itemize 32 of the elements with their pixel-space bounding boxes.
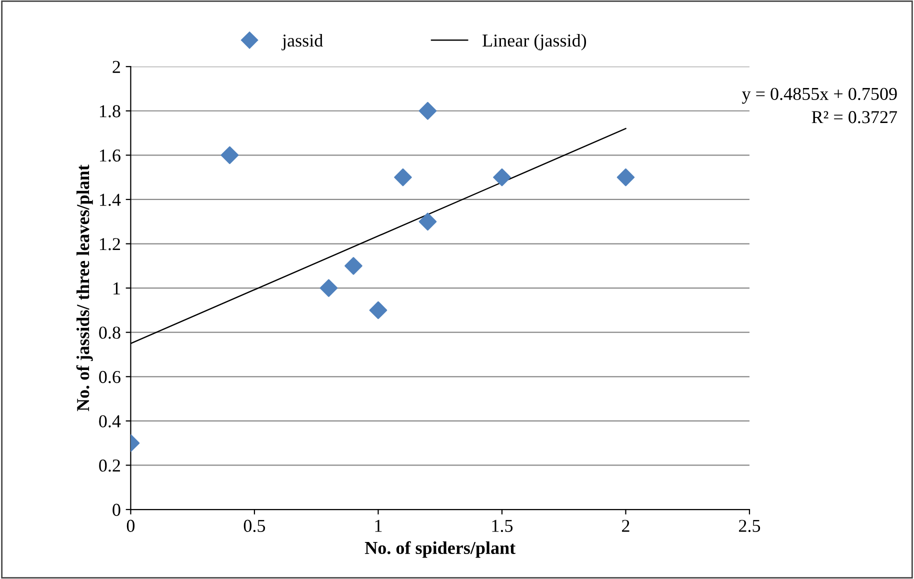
y-tick-label: 0.8: [99, 326, 120, 339]
x-tick-label: 0: [126, 520, 135, 532]
text: R² = 0.3727: [812, 111, 898, 124]
annotation: y = 0.4855x + 0.7509: [742, 88, 897, 104]
y-tick-label: 1.2: [100, 238, 120, 250]
point: [344, 256, 362, 275]
y-tick-label: 2: [112, 60, 120, 73]
x-tick-label: 1.5: [492, 520, 513, 532]
point: [394, 168, 412, 186]
point: [320, 279, 338, 297]
y-tick-label: 1.8: [100, 105, 120, 118]
point: [369, 301, 388, 320]
legend-label: jassid: [282, 34, 323, 50]
x-tick-label: 2: [622, 520, 630, 532]
point: [418, 212, 437, 231]
point: [220, 146, 239, 164]
point: [616, 168, 635, 186]
y-tick-label: 0.4: [99, 415, 121, 428]
x-tick-label: 0.5: [244, 520, 266, 532]
x-tick-label: 1: [375, 520, 382, 532]
y-tick-label: 0: [112, 504, 120, 516]
y-tick-label: 1.4: [100, 194, 121, 206]
y-tick-label: 0.6: [99, 370, 120, 384]
point: [493, 168, 511, 186]
legend-label: Linear (jassid): [482, 34, 586, 50]
point: [418, 102, 437, 120]
y-tick-label: 0.2: [99, 459, 120, 472]
y-axis-title: No. of jassids/ three leaves/plant: [76, 164, 93, 412]
x-tick-label: 2.5: [738, 520, 760, 532]
x-axis-title: No. of spiders/plant: [364, 541, 516, 558]
y-tick-label: 1: [114, 282, 120, 294]
y-tick-label: 1.6: [100, 149, 120, 162]
